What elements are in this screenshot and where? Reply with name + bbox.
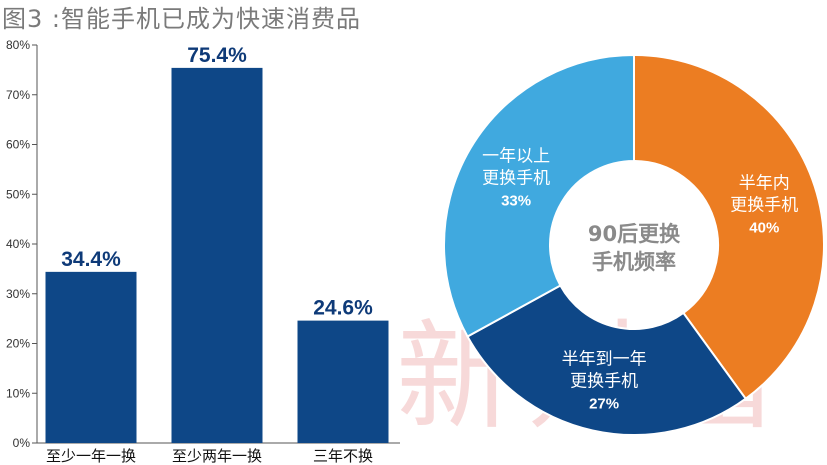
donut-slice-label: 一年以上 — [482, 146, 550, 166]
y-tick-label: 30% — [6, 287, 30, 301]
y-tick-label: 70% — [6, 88, 30, 102]
y-tick-label: 0% — [13, 436, 31, 450]
y-tick-label: 50% — [6, 187, 30, 201]
donut-slice-pct: 27% — [589, 396, 619, 413]
y-tick-label: 80% — [6, 38, 30, 52]
y-tick-label: 20% — [6, 337, 30, 351]
donut-slice-pct: 40% — [749, 220, 779, 237]
bar — [297, 320, 389, 443]
donut-slice-label: 更换手机 — [730, 196, 798, 216]
x-category-label: 三年不换 — [313, 447, 373, 465]
bar-value-label: 75.4% — [187, 44, 247, 67]
donut-slice-label: 更换手机 — [570, 372, 638, 392]
donut-slice-label: 更换手机 — [482, 168, 550, 188]
y-tick-label: 60% — [6, 138, 30, 152]
y-tick-label: 10% — [6, 386, 30, 400]
donut-slice — [633, 53, 825, 401]
x-category-label: 至少两年一换 — [172, 447, 262, 465]
donut-slice — [466, 284, 748, 436]
bar — [45, 271, 137, 443]
donut-center-label: 手机频率 — [592, 250, 676, 274]
donut-center-label: 90后更换 — [588, 222, 681, 246]
donut-slice-pct: 33% — [501, 192, 531, 209]
bar-value-label: 24.6% — [313, 297, 373, 320]
x-category-label: 至少一年一换 — [46, 447, 136, 465]
donut-slice-label: 半年内 — [739, 174, 790, 194]
bar — [171, 67, 263, 443]
donut-slice — [443, 53, 635, 338]
donut-slice-label: 半年到一年 — [562, 350, 647, 370]
figure-title: 图3 :智能手机已成为快速消费品 — [2, 5, 361, 33]
y-tick-label: 40% — [6, 237, 30, 251]
bar-value-label: 34.4% — [61, 248, 121, 271]
